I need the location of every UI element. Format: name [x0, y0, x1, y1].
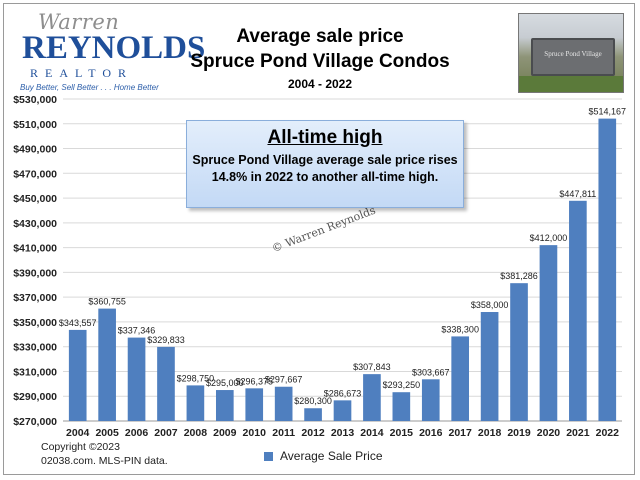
data-label: $360,755	[88, 297, 126, 307]
bar	[245, 388, 264, 421]
data-label: $295,000	[206, 378, 244, 388]
data-label: $298,750	[177, 373, 215, 383]
x-tick-label: 2019	[507, 427, 531, 439]
x-tick-label: 2008	[184, 427, 208, 439]
data-label: $447,811	[559, 189, 596, 199]
x-tick-label: 2005	[95, 427, 119, 439]
callout-line-2: 14.8% in 2022 to another all-time high.	[211, 170, 439, 184]
chart-title-line-1: Average sale price	[236, 26, 404, 47]
data-label: $337,346	[118, 326, 156, 336]
y-tick-label: $270,000	[13, 416, 57, 428]
y-tick-label: $330,000	[13, 342, 57, 354]
chart-legend: Average Sale Price	[264, 449, 383, 463]
x-tick-label: 2018	[478, 427, 502, 439]
bar	[363, 374, 381, 421]
x-tick-label: 2007	[154, 427, 178, 439]
x-tick-label: 2021	[566, 427, 590, 439]
y-tick-label: $450,000	[13, 193, 57, 205]
data-label: $338,300	[441, 324, 479, 334]
bar-layer	[68, 118, 617, 422]
logo-main-name: REYNOLDS	[22, 30, 206, 66]
bar	[68, 329, 87, 421]
y-tick-label: $470,000	[13, 168, 57, 180]
x-tick-label: 2014	[360, 427, 384, 439]
data-label: $286,673	[324, 388, 362, 398]
callout-title: All-time high	[267, 127, 383, 148]
data-label: $412,000	[530, 233, 568, 243]
x-tick-label: 2006	[125, 427, 149, 439]
x-tick-label: 2020	[537, 427, 561, 439]
data-label: $296,375	[235, 376, 273, 386]
copyright-line: Copyright ©2023	[41, 441, 120, 453]
y-tick-label: $390,000	[13, 267, 57, 279]
axis-layer: $270,000 $290,000 $310,000 $330,000 $350,000…	[13, 94, 622, 439]
x-tick-label: 2015	[390, 427, 414, 439]
all-time-high-callout: All-time high Spruce Pond Village averag…	[186, 120, 464, 208]
photo-sign-text: Spruce Pond Village	[544, 50, 602, 58]
y-tick-label: $530,000	[13, 94, 57, 106]
logo-tagline: Buy Better, Sell Better . . . Home Bette…	[20, 83, 159, 92]
label-layer: $343,557 $360,755 $337,346$329,833 $298,750…	[59, 107, 626, 407]
data-label: $358,000	[471, 300, 509, 310]
data-label: $329,833	[147, 335, 185, 345]
bar	[98, 308, 116, 421]
data-label: $514,167	[589, 107, 627, 117]
chart-subtitle: 2004 - 2022	[287, 77, 353, 91]
photo-grass	[519, 76, 623, 92]
legend-swatch	[264, 451, 273, 461]
bar	[215, 390, 234, 421]
chart-title-line-2: Spruce Pond Village Condos	[190, 51, 450, 72]
bar	[333, 400, 352, 421]
x-tick-label: 2011	[272, 427, 295, 439]
bar	[157, 346, 175, 421]
data-label: $307,843	[353, 362, 391, 372]
village-sign-photo: Spruce Pond Village	[518, 13, 624, 93]
data-label: $381,286	[500, 271, 538, 281]
chart-title-block: Average sale price Spruce Pond Village C…	[170, 24, 470, 91]
bar	[304, 408, 322, 421]
data-label: $343,557	[59, 318, 97, 328]
y-tick-label: $410,000	[13, 243, 57, 255]
bar	[598, 118, 617, 422]
legend-label: Average Sale Price	[280, 449, 383, 463]
bar	[510, 283, 528, 421]
bar	[480, 312, 499, 421]
x-tick-label: 2012	[301, 427, 325, 439]
y-tick-label: $430,000	[13, 218, 57, 230]
source-line: 02038.com. MLS-PIN data.	[41, 455, 168, 467]
x-tick-label: 2010	[243, 427, 267, 439]
copyright-notice: Copyright ©2023 02038.com. MLS-PIN data.	[41, 440, 168, 468]
x-tick-label: 2004	[66, 427, 90, 439]
y-tick-label: $490,000	[13, 144, 57, 156]
x-tick-label: 2013	[331, 427, 355, 439]
logo-sub-name: REALTOR	[30, 66, 134, 80]
realtor-logo: Warren REYNOLDS REALTOR Buy Better, Sell…	[8, 10, 205, 92]
bar	[421, 379, 440, 421]
y-tick-label: $350,000	[13, 317, 57, 329]
logo-script-name: Warren	[38, 10, 120, 34]
y-tick-label: $290,000	[13, 391, 57, 403]
bar	[539, 245, 558, 421]
y-tick-label: $310,000	[13, 366, 57, 378]
bar	[569, 200, 587, 421]
x-tick-label: 2022	[596, 427, 620, 439]
y-tick-label: $370,000	[13, 292, 57, 304]
data-label: $293,250	[383, 380, 421, 390]
photo-sign: Spruce Pond Village	[531, 38, 615, 76]
x-tick-label: 2009	[213, 427, 237, 439]
x-tick-label: 2016	[419, 427, 443, 439]
data-label: $280,300	[294, 396, 332, 406]
y-tick-label: $510,000	[13, 119, 57, 131]
bar	[451, 336, 470, 421]
callout-line-1: Spruce Pond Village average sale price r…	[192, 153, 458, 167]
data-label: $303,667	[412, 367, 450, 377]
callout-body: Spruce Pond Village average sale price r…	[187, 152, 463, 186]
bar	[392, 392, 411, 421]
data-label: $297,667	[265, 375, 303, 385]
bar	[127, 337, 146, 421]
bar	[186, 385, 205, 421]
bar	[274, 386, 293, 421]
x-tick-label: 2017	[449, 427, 473, 439]
